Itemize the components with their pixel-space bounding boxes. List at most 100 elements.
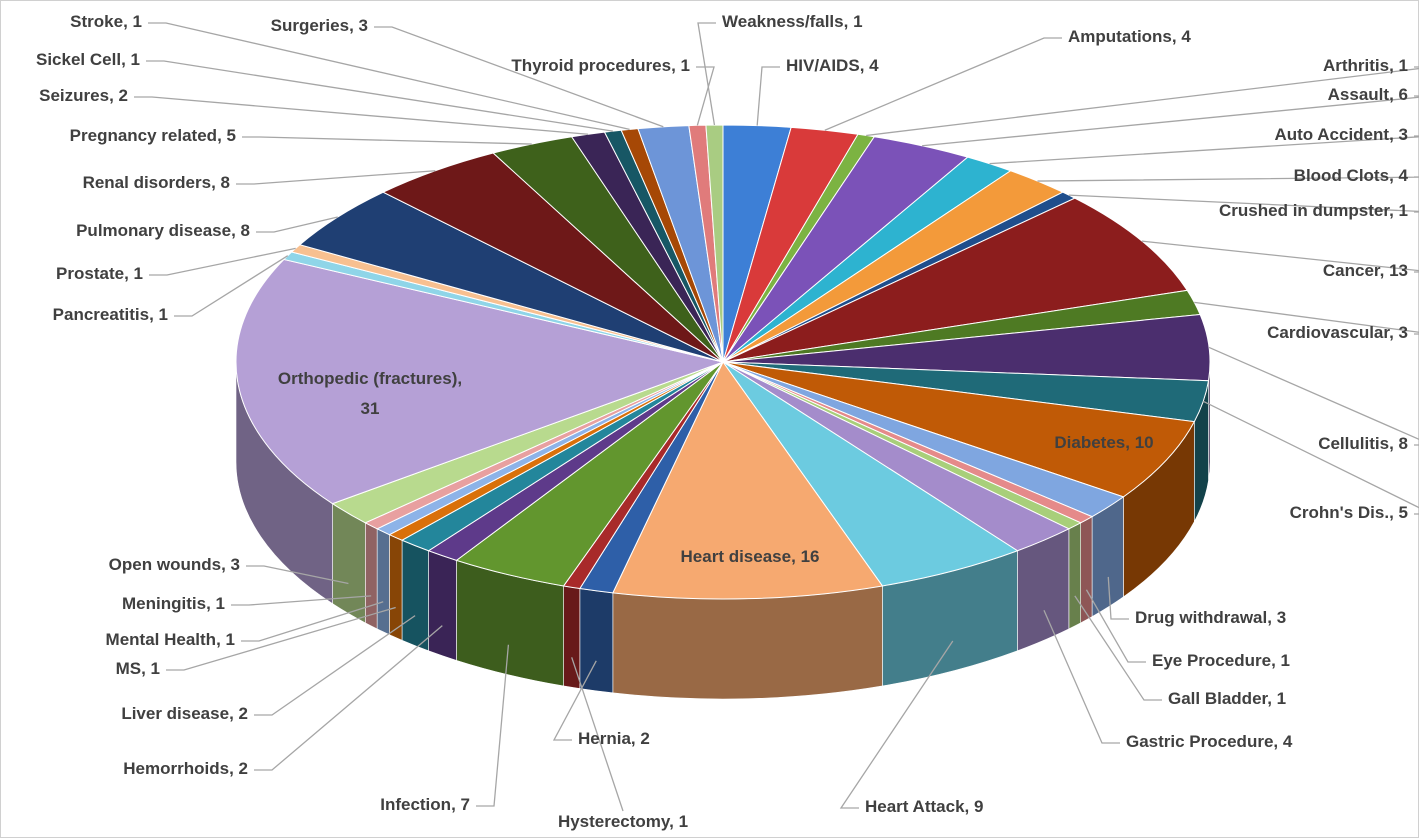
- label-value: 3: [359, 16, 368, 35]
- data-label: Prostate, 1: [56, 264, 143, 283]
- leader-line: [241, 601, 384, 642]
- leader-line: [236, 170, 436, 185]
- data-label: Meningitis, 1: [122, 594, 225, 613]
- label-separator: ,: [671, 56, 676, 75]
- data-label: Eye Procedure, 1: [1152, 651, 1290, 670]
- data-label: Arthritis, 1: [1323, 56, 1408, 75]
- label-separator: ,: [451, 795, 456, 814]
- data-label: Amputations, 4: [1068, 27, 1191, 46]
- leader-line: [1037, 176, 1419, 182]
- label-category: Surgeries: [271, 16, 349, 35]
- leader-line: [476, 644, 510, 807]
- label-value: 2: [119, 86, 128, 105]
- leader-line: [148, 22, 630, 131]
- data-label: Blood Clots, 4: [1294, 166, 1409, 185]
- label-value: 1: [226, 630, 235, 649]
- label-value: 2: [239, 704, 248, 723]
- label-value: 7: [461, 795, 470, 814]
- label-value: 1: [131, 50, 140, 69]
- data-label: Cellulitis, 8: [1318, 434, 1408, 453]
- label-value: 2: [640, 729, 649, 748]
- label-value: 1: [1399, 201, 1408, 220]
- data-label: MS, 1: [116, 659, 160, 678]
- label-value: 8: [241, 221, 250, 240]
- slice-side: [389, 534, 403, 641]
- label-value: 5: [1399, 503, 1408, 522]
- data-label: Hemorrhoids, 2: [123, 759, 248, 778]
- label-separator: ,: [206, 594, 211, 613]
- data-label: Stroke, 1: [70, 12, 142, 31]
- slice: [612, 361, 884, 600]
- label-separator: ,: [141, 659, 146, 678]
- label-category: Pancreatitis: [53, 305, 149, 324]
- label-category: Hernia: [578, 729, 631, 748]
- label-category: Pregnancy related: [70, 126, 217, 145]
- label-separator: ,: [231, 221, 236, 240]
- label-separator: ,: [1172, 27, 1177, 46]
- label-value: 16: [801, 547, 820, 566]
- label-separator: ,: [1267, 608, 1272, 627]
- label-separator: ,: [1389, 323, 1394, 342]
- leader-line: [1141, 240, 1419, 273]
- data-label: Pulmonary disease, 8: [76, 221, 250, 240]
- label-separator: ,: [791, 547, 796, 566]
- label-separator: ,: [217, 126, 222, 145]
- label-separator: ,: [1273, 732, 1278, 751]
- label-category: Hemorrhoids: [123, 759, 229, 778]
- label-category: HIV/AIDS: [786, 56, 860, 75]
- leader-line: [697, 22, 716, 126]
- label-category: Hysterectomy: [558, 812, 671, 831]
- data-label: Mental Health, 1: [106, 630, 235, 649]
- label-category: Drug withdrawal: [1135, 608, 1267, 627]
- label-category: Renal disorders: [83, 173, 212, 192]
- leader-line: [1194, 301, 1419, 335]
- data-label: Renal disorders, 8: [83, 173, 230, 192]
- label-separator: ,: [669, 812, 674, 831]
- label-separator: ,: [211, 173, 216, 192]
- label-separator: ,: [965, 797, 970, 816]
- label-separator: ,: [229, 704, 234, 723]
- slice: [722, 361, 1019, 587]
- label-value: 4: [869, 56, 879, 75]
- data-label: Cardiovascular, 3: [1267, 323, 1408, 342]
- label-value: 4: [1283, 732, 1293, 751]
- slice: [705, 124, 724, 363]
- label-category: Diabetes: [1054, 433, 1125, 452]
- label-value: 1: [133, 12, 142, 31]
- label-separator: ,: [1389, 434, 1394, 453]
- leader-line: [756, 66, 780, 126]
- label-category: Liver disease: [121, 704, 229, 723]
- label-separator: ,: [124, 264, 129, 283]
- label-separator: ,: [457, 369, 462, 388]
- data-label: Hernia, 2: [578, 729, 650, 748]
- label-separator: ,: [1389, 503, 1394, 522]
- label-value: 1: [134, 264, 143, 283]
- leader-line: [174, 255, 289, 317]
- label-category: Infection: [380, 795, 451, 814]
- slice-side: [401, 539, 429, 652]
- data-label: Surgeries, 3: [271, 16, 368, 35]
- label-value: 5: [227, 126, 236, 145]
- label-separator: ,: [1271, 651, 1276, 670]
- label-value: 4: [1181, 27, 1191, 46]
- data-label: Gastric Procedure, 4: [1126, 732, 1293, 751]
- label-category: Auto Accident: [1274, 125, 1389, 144]
- label-value: 3: [1399, 323, 1408, 342]
- data-label: Crohn's Dis., 5: [1290, 503, 1408, 522]
- label-category: Eye Procedure: [1152, 651, 1271, 670]
- data-label: Heart Attack, 9: [865, 797, 983, 816]
- data-label: Diabetes, 10: [1054, 433, 1153, 452]
- leader-line: [149, 247, 296, 276]
- label-value: 10: [1135, 433, 1154, 452]
- label-category: Crushed in dumpster: [1219, 201, 1390, 220]
- slice-side: [579, 588, 614, 694]
- data-label: Cancer, 13: [1323, 261, 1408, 280]
- slice-side: [1068, 522, 1081, 630]
- label-value: 1: [1399, 56, 1408, 75]
- label-value: 9: [974, 797, 983, 816]
- data-label: Heart disease, 16: [681, 547, 820, 566]
- label-separator: ,: [1125, 433, 1130, 452]
- label-separator: ,: [1389, 201, 1394, 220]
- data-label: Pancreatitis, 1: [53, 305, 168, 324]
